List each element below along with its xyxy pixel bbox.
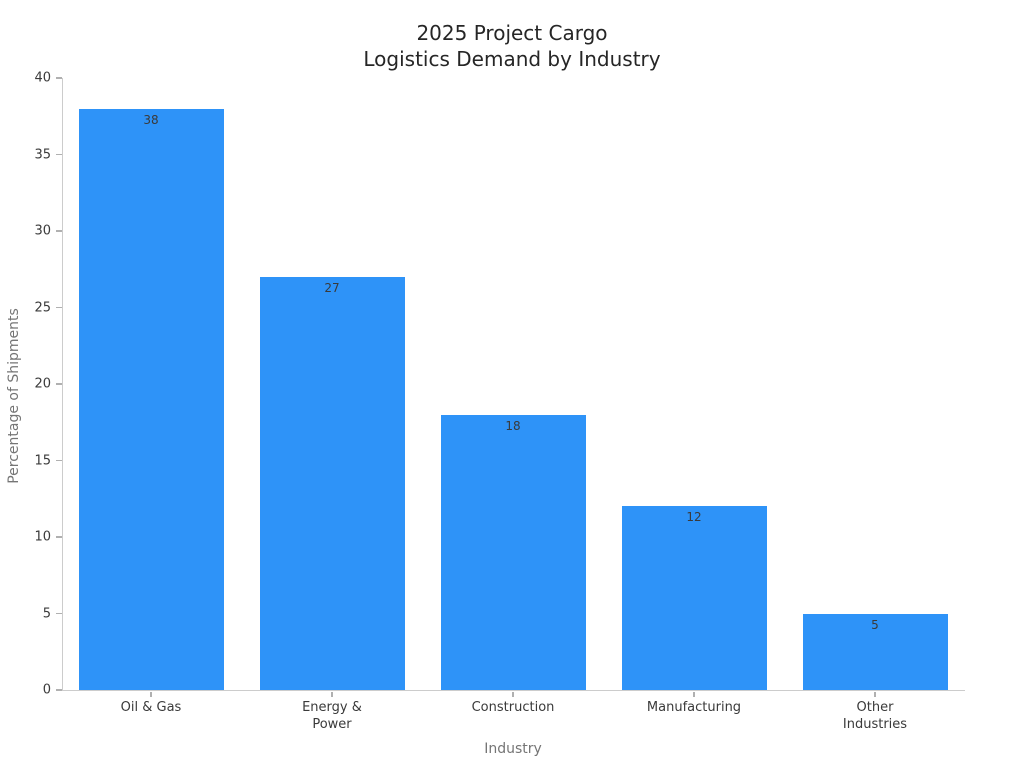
chart-title: 2025 Project Cargo Logistics Demand by I…	[363, 21, 661, 71]
bar-value-label: 12	[686, 510, 702, 525]
y-tick-label: 20	[34, 376, 51, 392]
y-tick-label: 0	[42, 682, 51, 698]
bar: 18	[440, 414, 586, 690]
y-tick-label: 35	[34, 147, 51, 162]
x-tick-mark	[512, 691, 514, 697]
y-tick-mark	[56, 153, 62, 156]
y-tick-label: 40	[34, 70, 51, 86]
bar-value-label: 5	[871, 617, 879, 632]
y-tick-label: 10	[34, 529, 51, 545]
bar: 12	[621, 506, 767, 690]
x-tick-mark	[874, 691, 876, 697]
y-tick-label: 15	[34, 453, 51, 468]
y-tick-mark	[56, 612, 62, 615]
x-tick-label: Manufacturing	[646, 700, 742, 715]
bar-value-label: 18	[505, 418, 521, 433]
bar: 38	[78, 108, 224, 690]
y-tick-label: 25	[34, 300, 51, 315]
y-tick-mark	[56, 459, 62, 462]
y-tick-mark	[56, 77, 62, 79]
x-tick-label: Energy & Power	[302, 700, 362, 732]
plot-area: 0 5 10 15 20 25 30 35 40 38 Oil & Gas 27 Energy & Po…	[34, 71, 965, 732]
x-axis-label: Industry	[484, 741, 542, 757]
x-tick-label: Oil & Gas	[120, 700, 182, 715]
bar: 27	[259, 276, 405, 690]
bar: 5	[802, 613, 948, 690]
y-tick-mark	[56, 383, 62, 385]
x-tick-label: Other Industries	[842, 700, 908, 732]
bar-value-label: 27	[324, 280, 340, 295]
y-tick-mark	[56, 536, 62, 538]
x-tick-mark	[693, 691, 695, 697]
bar-value-label: 38	[143, 112, 159, 127]
y-tick-label: 30	[34, 223, 51, 239]
x-tick-mark	[150, 691, 152, 697]
y-tick-mark	[56, 230, 62, 232]
x-tick-mark	[331, 691, 333, 697]
y-tick-mark	[56, 306, 62, 309]
y-tick-label: 5	[42, 606, 51, 621]
y-tick-mark	[56, 689, 62, 691]
x-tick-label: Construction	[471, 700, 555, 715]
